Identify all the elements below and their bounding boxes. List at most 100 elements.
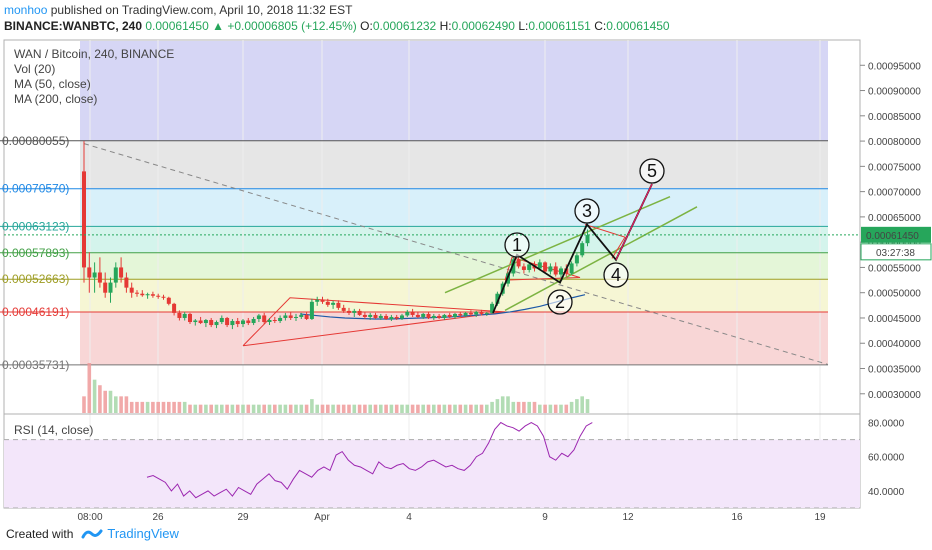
- legend-rsi[interactable]: RSI (14, close): [14, 423, 94, 437]
- candle-body: [362, 314, 367, 317]
- volume-bar: [410, 404, 415, 413]
- candle-body: [97, 272, 102, 283]
- candle-body: [437, 315, 442, 318]
- up-arrow-icon: ▲: [212, 19, 224, 33]
- close-value: 0.00061450: [606, 19, 670, 33]
- fib-level-label: 0.00063123): [2, 219, 69, 233]
- volume-bar: [400, 404, 404, 413]
- low-value: 0.00061151: [528, 19, 591, 33]
- price-tick-label: 0.00070000: [868, 188, 921, 199]
- time-tick-label: 29: [237, 512, 249, 523]
- fibonacci-zones: [80, 41, 828, 365]
- candle-body: [209, 319, 214, 326]
- volume-bar: [273, 404, 277, 413]
- time-tick-label: 19: [814, 512, 826, 523]
- high-value: 0.00062490: [451, 19, 515, 33]
- candle-body: [447, 314, 452, 317]
- rsi-indicator: 80.0000 60.0000 40.0000: [4, 419, 905, 509]
- candle-body: [230, 321, 235, 326]
- candle-body: [145, 294, 150, 296]
- volume-bar: [548, 404, 553, 413]
- candle-body: [484, 312, 489, 314]
- fib-zone: [80, 279, 828, 312]
- volume-bar: [373, 404, 378, 413]
- legend-ma200[interactable]: MA (200, close): [14, 92, 98, 106]
- volume-bar: [527, 401, 531, 413]
- candle-body: [516, 259, 521, 267]
- candle-body: [405, 311, 410, 316]
- volume-bar: [394, 404, 399, 413]
- volume-bar: [241, 404, 245, 413]
- volume-bar: [87, 363, 92, 413]
- candle-body: [453, 313, 457, 317]
- candle-body: [347, 310, 351, 313]
- price-tick-label: 0.00090000: [868, 87, 921, 98]
- time-tick-label: 12: [622, 512, 634, 523]
- volume-bar: [278, 404, 282, 413]
- rsi-line: [146, 421, 593, 499]
- volume-bar: [299, 404, 304, 413]
- author-name[interactable]: monhoo: [4, 3, 48, 17]
- wave-label: 5: [647, 161, 657, 181]
- volume-bar: [204, 404, 208, 413]
- wave-label-circle: [639, 158, 665, 184]
- price-tick-label: 0.00030000: [868, 390, 921, 401]
- candle-body: [373, 314, 378, 318]
- wave-drawings: 1 2 3 4 5: [492, 158, 665, 315]
- volume-bar: [368, 404, 372, 413]
- tradingview-logo-icon: [81, 529, 103, 538]
- fibonacci-lines: 0.00080055) 0.00070570) 0.00063123) 0.00057…: [0, 134, 828, 372]
- volume-bar: [416, 404, 420, 413]
- volume-bar: [490, 401, 494, 413]
- candle-body: [156, 295, 161, 297]
- volume-bar: [442, 404, 447, 413]
- candle-body: [304, 314, 309, 319]
- candle-body: [294, 316, 298, 318]
- volume-bar: [389, 404, 394, 413]
- candle-body: [241, 320, 245, 325]
- candle-body: [521, 266, 526, 270]
- legend-vol[interactable]: Vol (20): [14, 62, 56, 76]
- candle-body: [341, 307, 346, 311]
- fib-zone: [80, 252, 828, 280]
- volume-bar: [516, 401, 521, 413]
- volume-bar: [575, 399, 579, 413]
- volume-bar: [82, 396, 86, 413]
- candle-body: [527, 264, 532, 270]
- candle-body: [267, 319, 272, 323]
- brand-name[interactable]: TradingView: [107, 526, 179, 541]
- candle-body: [569, 263, 574, 274]
- legend-title[interactable]: WAN / Bitcoin, 240, BINANCE: [14, 47, 175, 61]
- volume-bar: [352, 404, 357, 413]
- volume-bar: [447, 404, 452, 413]
- volume-bar: [553, 404, 558, 413]
- candle-body: [82, 171, 86, 268]
- candle-body: [553, 266, 558, 275]
- rsi-tick-label: 60.0000: [868, 453, 905, 464]
- volume-bar: [193, 404, 198, 413]
- rsi-tick-label: 80.0000: [868, 419, 905, 430]
- volume-bar: [209, 404, 213, 413]
- volume-bar: [532, 401, 537, 413]
- candle-body: [458, 313, 463, 316]
- publish-info: published on TradingView.com, April 10, …: [50, 3, 353, 17]
- volume-bar: [474, 404, 478, 413]
- price-tick-label: 0.00075000: [868, 162, 921, 173]
- countdown-label: 03:27:38: [876, 248, 915, 259]
- price-tick-label: 0.00095000: [868, 61, 921, 72]
- volume-bar: [485, 404, 489, 413]
- volume-bar: [463, 404, 468, 413]
- volume-bar: [198, 404, 203, 413]
- price-tick-label: 0.00035000: [868, 365, 921, 376]
- fib-zone: [80, 311, 828, 365]
- volume-bar: [92, 379, 97, 413]
- volume-bar: [214, 404, 219, 413]
- price-axis[interactable]: 0.00095000 0.00090000 0.00085000 0.00080000…: [4, 40, 932, 508]
- volume-bar: [315, 404, 319, 413]
- time-axis[interactable]: 08:00 26 29 Apr 4 9 12 16 19: [77, 512, 826, 523]
- volume-bar: [182, 401, 187, 413]
- legend-ma50[interactable]: MA (50, close): [14, 77, 91, 91]
- candle-body: [537, 262, 542, 269]
- candle-body: [87, 267, 92, 278]
